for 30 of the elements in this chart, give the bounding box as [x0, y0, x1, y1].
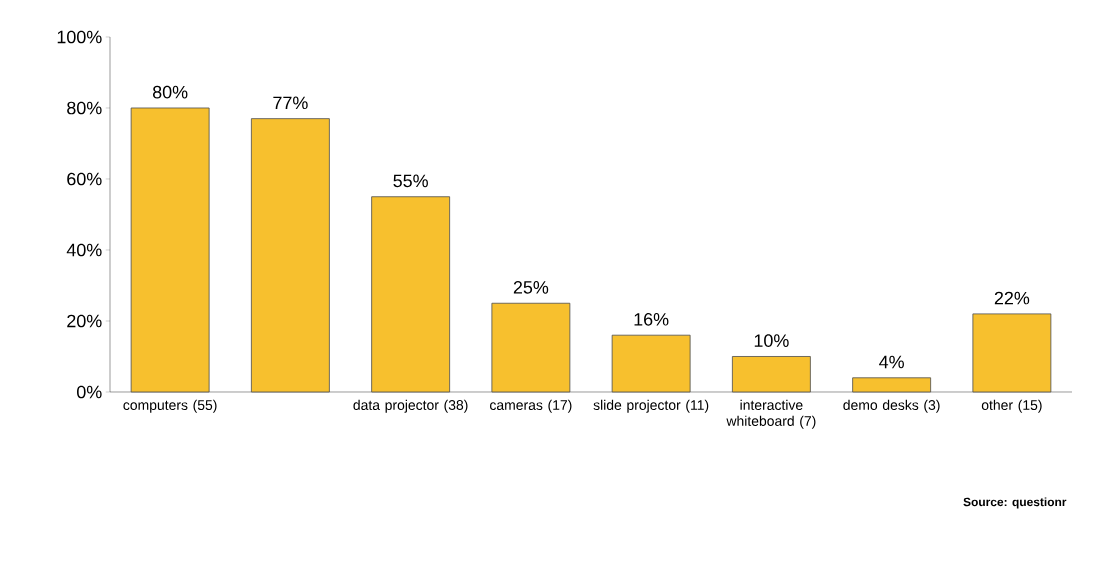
data-label: 77% — [273, 96, 308, 110]
x-tick-label: demo desks (3) — [843, 399, 940, 413]
x-tick-label: other (15) — [981, 399, 1042, 413]
x-tick-label: data projector (38) — [353, 399, 468, 413]
x-tick-label: computers (55) — [123, 399, 217, 413]
y-tick-label: 100% — [57, 30, 102, 44]
bar — [852, 377, 932, 393]
bar — [491, 302, 571, 393]
data-label: 16% — [634, 312, 669, 326]
bar — [250, 118, 330, 393]
y-tick-label: 60% — [67, 172, 102, 186]
bar — [611, 334, 691, 393]
bar — [972, 313, 1052, 393]
bar — [731, 356, 811, 393]
source-note: Source: questionr — [963, 497, 1067, 509]
y-tick-label: 80% — [67, 101, 102, 115]
bar — [130, 107, 210, 393]
data-label: 4% — [879, 355, 904, 369]
x-tick-label: cameras (17) — [490, 399, 572, 413]
data-label: 55% — [393, 174, 428, 188]
y-tick-label: 20% — [67, 314, 102, 328]
bar — [371, 196, 451, 393]
data-label: 22% — [994, 291, 1030, 305]
y-tick-label: 40% — [66, 243, 102, 257]
x-tick-label: interactive whiteboard (7) — [726, 399, 816, 429]
data-label: 10% — [754, 334, 789, 347]
y-tick-label: 0% — [77, 385, 102, 399]
x-tick-label: slide projector (11) — [593, 399, 709, 413]
data-label: 25% — [513, 281, 549, 294]
data-label: 80% — [152, 85, 188, 99]
